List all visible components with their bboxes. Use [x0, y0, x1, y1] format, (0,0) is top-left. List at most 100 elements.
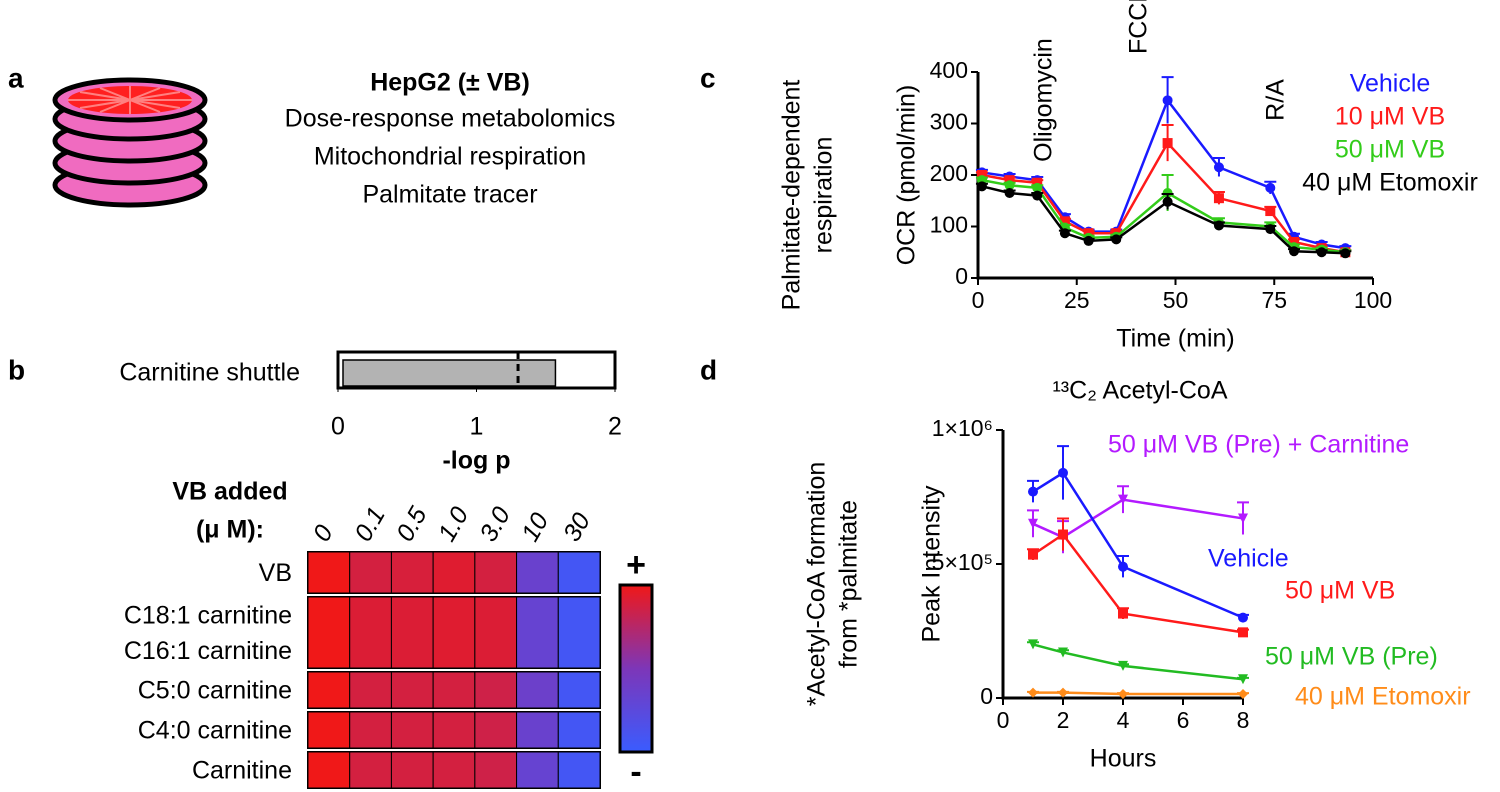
- heat-cell: [474, 671, 518, 709]
- heat-cell: [390, 711, 434, 749]
- marker: [1032, 182, 1043, 193]
- marker: [1058, 647, 1068, 658]
- row-label: Carnitine: [192, 757, 292, 785]
- outer-y-label: from *palmitate: [835, 500, 863, 668]
- marker: [1289, 236, 1299, 247]
- heat-cell: [432, 751, 476, 789]
- legend-entry: 50 μM VB (Pre) + Carnitine: [1108, 431, 1409, 459]
- x-tick-label: 50: [1163, 287, 1189, 313]
- heat-cell: [307, 596, 351, 669]
- x-axis-label: Hours: [1090, 745, 1157, 773]
- heat-cell: [516, 711, 559, 749]
- y-tick-label: 0: [980, 683, 993, 709]
- column-label: 10: [516, 508, 554, 546]
- panel-a-line: Dose-response metabolomics: [285, 105, 616, 133]
- marker: [1004, 175, 1015, 186]
- colorbar-label: -: [630, 753, 641, 791]
- heat-cell: [307, 751, 351, 789]
- heat-cell: [557, 596, 601, 669]
- annotation: R/A: [1262, 79, 1290, 121]
- panel-label: c: [700, 62, 716, 93]
- legend-entry: Vehicle: [1350, 70, 1431, 98]
- heat-cell: [474, 596, 518, 669]
- marker: [1059, 228, 1070, 239]
- series-line: [1032, 471, 1244, 619]
- bar: [342, 359, 557, 387]
- marker: [1028, 687, 1038, 698]
- legend-entry: 40 μM Etomoxir: [1302, 169, 1478, 197]
- y-tick-label: 300: [930, 109, 968, 135]
- marker: [976, 170, 987, 180]
- heat-cell: [349, 751, 392, 789]
- heat-cell: [390, 596, 434, 669]
- marker: [1162, 196, 1173, 207]
- marker: [1162, 95, 1173, 106]
- heat-cell: [516, 551, 559, 594]
- row-label: C16:1 carnitine: [124, 637, 292, 665]
- x-tick-label: 0: [997, 707, 1010, 733]
- y-tick-label: 200: [930, 160, 968, 186]
- y-axis-label: Peak Intensity: [918, 485, 946, 643]
- legend-entry: 50 μM VB (Pre): [1265, 643, 1438, 671]
- marker: [1004, 188, 1015, 199]
- legend-entry: Vehicle: [1208, 545, 1289, 573]
- y-tick-label: 5×10⁵: [932, 549, 993, 575]
- series-line: [1033, 691, 1243, 696]
- legend-entry: 40 μM Etomoxir: [1295, 683, 1471, 711]
- outer-y-label: *Acetyl-CoA formation: [803, 462, 831, 707]
- x-tick-label: 6: [1177, 707, 1190, 733]
- marker: [1238, 688, 1248, 699]
- legend-entry: 50 μM VB: [1285, 577, 1395, 605]
- marker: [1289, 246, 1299, 257]
- marker: [1118, 688, 1128, 699]
- heat-cell: [474, 751, 518, 789]
- heat-cell: [390, 671, 434, 709]
- marker: [1111, 234, 1122, 245]
- heat-cell: [474, 711, 518, 749]
- heat-cell: [349, 551, 392, 594]
- x-axis-label: -log p: [442, 447, 510, 475]
- series-line: [1032, 643, 1244, 681]
- x-tick-label: 2: [608, 413, 622, 441]
- marker: [1083, 235, 1094, 246]
- panel-label: a: [8, 62, 24, 93]
- marker: [1058, 687, 1068, 698]
- y-tick-label: 400: [930, 57, 968, 83]
- row-label: C18:1 carnitine: [124, 601, 292, 629]
- y-axis-label: OCR (pmol/min): [893, 85, 921, 266]
- x-tick-label: 0: [972, 287, 985, 313]
- heat-cell: [432, 711, 476, 749]
- marker: [1028, 518, 1038, 529]
- marker: [1162, 138, 1173, 149]
- column-label: 3.0: [474, 502, 516, 546]
- category-label: Carnitine shuttle: [119, 359, 300, 387]
- outer-y-label: Palmitate-dependent: [778, 80, 806, 311]
- marker: [1028, 486, 1038, 497]
- legend-entry: 50 μM VB: [1335, 136, 1445, 164]
- marker: [1238, 513, 1248, 524]
- heat-cell: [390, 751, 434, 789]
- heat-cell: [349, 596, 392, 669]
- series-line: [1032, 532, 1244, 634]
- panel-label: b: [8, 354, 25, 385]
- x-tick-label: 25: [1064, 287, 1090, 313]
- x-tick-label: 4: [1117, 707, 1130, 733]
- marker: [1213, 220, 1224, 231]
- column-label: 0.1: [349, 502, 391, 546]
- x-tick-label: 2: [1057, 707, 1070, 733]
- heat-cell: [349, 711, 392, 749]
- heat-cell: [516, 596, 559, 669]
- column-label: 0.5: [391, 502, 433, 546]
- colorbar-label: +: [626, 546, 646, 584]
- legend-entry: 10 μM VB: [1335, 103, 1445, 131]
- marker: [1118, 561, 1128, 572]
- marker: [1032, 190, 1043, 201]
- outer-y-label: respiration: [810, 137, 838, 254]
- y-tick-label: 100: [930, 212, 968, 238]
- heat-cell: [432, 551, 476, 594]
- heat-cell: [516, 671, 559, 709]
- x-tick-label: 1: [470, 413, 484, 441]
- y-tick-label: 0: [955, 263, 968, 289]
- column-label: 30: [558, 508, 596, 546]
